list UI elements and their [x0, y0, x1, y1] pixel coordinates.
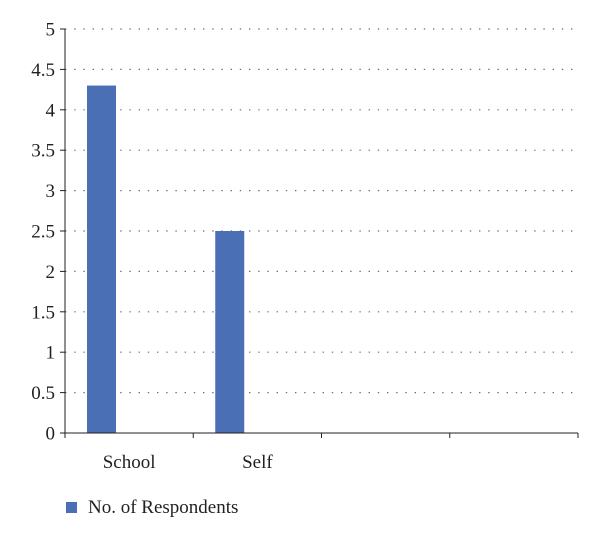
y-tick-label: 0 [46, 424, 56, 445]
y-tick-labels: 0 0.5 1 1.5 2 2.5 3 3.5 4 4.5 5 [31, 20, 55, 445]
bar-school [87, 85, 116, 433]
y-tick-label: 3.5 [31, 141, 55, 162]
axes [60, 28, 579, 438]
y-tick-label: 4 [46, 100, 56, 121]
y-tick-label: 5 [46, 20, 56, 41]
legend-label: No. of Respondents [88, 497, 238, 518]
x-tick-label: Self [242, 452, 273, 473]
y-tick-label: 1.5 [31, 302, 55, 323]
y-tick-label: 1 [46, 343, 56, 364]
x-tick-label: School [103, 452, 156, 473]
gridlines [65, 28, 578, 394]
x-tick-labels: School Self [103, 452, 274, 473]
y-tick-label: 2 [46, 262, 56, 283]
y-tick-label: 2.5 [31, 222, 55, 243]
y-tick-label: 4.5 [31, 60, 55, 81]
bar-self [215, 231, 245, 433]
legend-swatch [66, 502, 77, 513]
bars [87, 85, 245, 433]
y-tick-label: 3 [46, 181, 56, 202]
y-tick-label: 0.5 [31, 383, 55, 404]
legend: No. of Respondents [66, 497, 238, 518]
